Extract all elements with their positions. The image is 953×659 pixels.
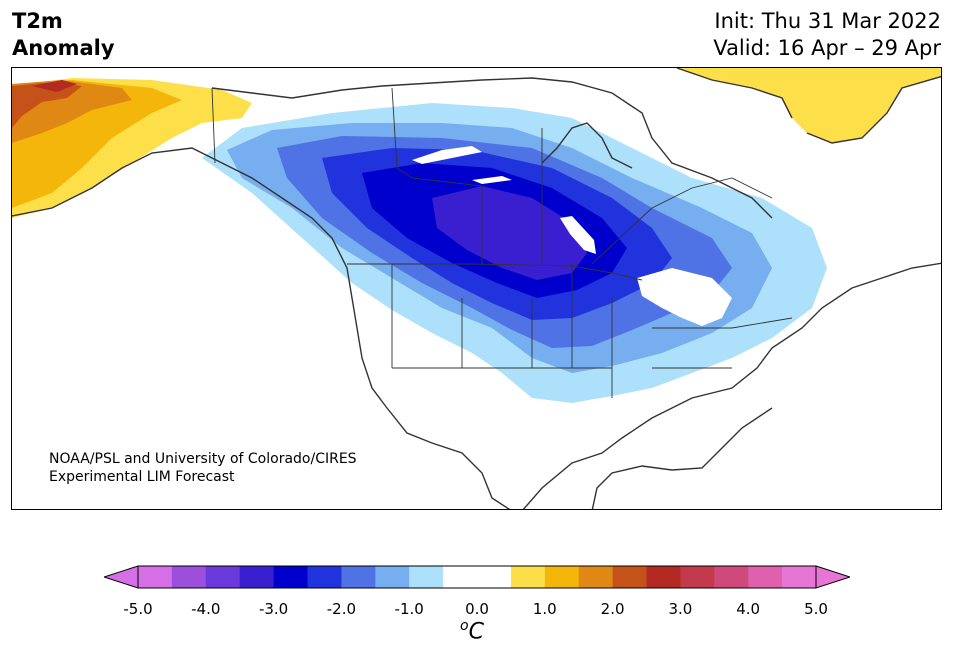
title-line-1: T2m — [12, 9, 63, 33]
unit-superscript: o — [460, 618, 469, 634]
valid-date: Valid: 16 Apr – 29 Apr — [713, 36, 941, 60]
alaska-anomaly-2p5 — [12, 82, 82, 128]
colorbar-cell — [782, 566, 817, 588]
colorbar-cell — [646, 566, 681, 588]
colorbar — [104, 565, 850, 589]
colorbar-cells — [104, 565, 850, 589]
colorbar-border — [137, 565, 817, 589]
colorbar-tick-label: -1.0 — [394, 600, 424, 618]
coastlines — [12, 68, 941, 509]
credit-line-1: NOAA/PSL and University of Colorado/CIRE… — [49, 451, 357, 467]
colorbar-tick-label: 0.0 — [465, 600, 489, 618]
colorbar-cell — [748, 566, 783, 588]
title-line-2: Anomaly — [12, 36, 115, 60]
political-borders — [211, 87, 793, 398]
colorbar-tick-label: 1.0 — [532, 600, 557, 618]
colorbar-cell — [544, 566, 580, 588]
colorbar-cell — [307, 566, 342, 588]
colorbar-cell — [171, 566, 207, 588]
map-panel — [11, 67, 942, 510]
lake-winnipeg — [560, 216, 596, 254]
colorbar-low-arrow — [104, 565, 139, 589]
colorbar-cell — [138, 566, 173, 588]
colorbar-cell — [477, 566, 512, 588]
colorbar-cell — [239, 566, 275, 588]
colorbar-cell — [680, 566, 715, 588]
colorbar-tick-label: -5.0 — [123, 600, 153, 618]
colorbar-cell — [409, 566, 444, 588]
great-lakes — [637, 268, 732, 326]
colorbar-cell — [612, 566, 647, 588]
cold-anomaly-3 — [432, 186, 587, 280]
colorbar-cell — [443, 566, 478, 588]
colorbar-cell — [273, 566, 308, 588]
map-credit: NOAA/PSL and University of Colorado/CIRE… — [49, 450, 357, 486]
alaska-anomaly-3 — [32, 80, 77, 92]
colorbar-tick-label: 2.0 — [600, 600, 625, 618]
colorbar-tick-label: 4.0 — [736, 600, 761, 618]
colorbar-cell — [341, 566, 376, 588]
init-date: Init: Thu 31 Mar 2022 — [714, 9, 941, 33]
map-title: T2m Anomaly — [12, 8, 115, 62]
colorbar-tick-label: 5.0 — [804, 600, 828, 618]
colorbar-cell — [510, 566, 546, 588]
colorbar-cell — [578, 566, 614, 588]
colorbar-unit: oC — [460, 618, 484, 644]
colorbar-cell — [205, 566, 241, 588]
colorbar-high-arrow — [815, 565, 850, 589]
greenland-anomaly — [677, 68, 941, 143]
colorbar-tick-label: 3.0 — [668, 600, 693, 618]
lake-athabasca — [472, 176, 512, 184]
colorbar-cell — [375, 566, 410, 588]
colorbar-cell — [714, 566, 749, 588]
unit-base: C — [468, 619, 484, 645]
credit-line-2: Experimental LIM Forecast — [49, 469, 235, 485]
anomaly-map — [12, 68, 941, 509]
colorbar-tick-label: -2.0 — [326, 600, 357, 618]
great-slave-lake — [412, 146, 482, 164]
colorbar-tick-label: -3.0 — [258, 600, 289, 618]
colorbar-tick-label: -4.0 — [191, 600, 221, 618]
forecast-dates: Init: Thu 31 Mar 2022 Valid: 16 Apr – 29… — [713, 8, 941, 62]
